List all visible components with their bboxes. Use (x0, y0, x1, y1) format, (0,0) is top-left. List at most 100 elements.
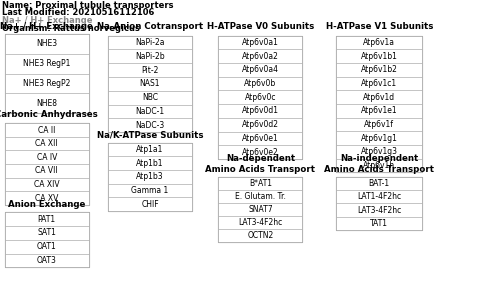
FancyBboxPatch shape (108, 105, 192, 119)
Text: H-ATPase V0 Subunits: H-ATPase V0 Subunits (207, 22, 314, 31)
FancyBboxPatch shape (218, 77, 302, 90)
FancyBboxPatch shape (218, 203, 302, 216)
FancyBboxPatch shape (5, 240, 89, 254)
Text: NaPi-2a: NaPi-2a (135, 38, 165, 47)
Text: LAT3-4F2hc: LAT3-4F2hc (357, 206, 401, 215)
FancyBboxPatch shape (218, 216, 302, 229)
Text: NHE3 RegP1: NHE3 RegP1 (23, 59, 71, 68)
FancyBboxPatch shape (336, 131, 422, 145)
FancyBboxPatch shape (336, 217, 422, 230)
Text: LAT3-4F2hc: LAT3-4F2hc (238, 218, 283, 227)
Text: Na+ / H+ Exchange: Na+ / H+ Exchange (0, 22, 93, 31)
Text: Atp6v1g3: Atp6v1g3 (360, 147, 398, 156)
Text: NaPi-2b: NaPi-2b (135, 52, 165, 61)
Text: Na+ / H+ Exchange: Na+ / H+ Exchange (2, 16, 93, 25)
Text: NaDC-3: NaDC-3 (135, 121, 165, 130)
Text: CA VII: CA VII (36, 166, 58, 176)
Text: Name: Proximal tubule transporters: Name: Proximal tubule transporters (2, 1, 174, 10)
Text: Anion Exchange: Anion Exchange (8, 200, 85, 209)
FancyBboxPatch shape (218, 145, 302, 159)
FancyBboxPatch shape (108, 170, 192, 184)
FancyBboxPatch shape (336, 190, 422, 203)
FancyBboxPatch shape (108, 184, 192, 197)
Text: Atp6v0e2: Atp6v0e2 (242, 148, 279, 157)
FancyBboxPatch shape (218, 229, 302, 242)
Text: Atp6v1d: Atp6v1d (363, 93, 395, 102)
Text: Atp1a1: Atp1a1 (136, 145, 164, 154)
Text: BAT-1: BAT-1 (369, 179, 390, 188)
Text: Atp6v1b1: Atp6v1b1 (361, 52, 397, 61)
Text: OCTN2: OCTN2 (247, 231, 274, 240)
Text: Na-independent
Amino Acids Transport: Na-independent Amino Acids Transport (324, 154, 434, 174)
Text: Atp6v0d2: Atp6v0d2 (242, 120, 279, 129)
Text: Atp6v1a: Atp6v1a (363, 38, 395, 47)
FancyBboxPatch shape (108, 91, 192, 105)
Text: NHE3 RegP2: NHE3 RegP2 (23, 79, 71, 88)
Text: Atp6v0a2: Atp6v0a2 (242, 52, 279, 61)
FancyBboxPatch shape (336, 36, 422, 49)
FancyBboxPatch shape (218, 190, 302, 203)
Text: Atp1b3: Atp1b3 (136, 172, 164, 181)
Text: E. Glutam. Tr.: E. Glutam. Tr. (235, 192, 286, 201)
FancyBboxPatch shape (108, 49, 192, 63)
Text: Atp6v1h: Atp6v1h (363, 161, 395, 170)
FancyBboxPatch shape (218, 90, 302, 104)
Text: NHE3: NHE3 (36, 40, 58, 48)
FancyBboxPatch shape (218, 177, 302, 190)
FancyBboxPatch shape (218, 63, 302, 77)
FancyBboxPatch shape (5, 54, 89, 74)
FancyBboxPatch shape (5, 74, 89, 93)
FancyBboxPatch shape (336, 49, 422, 63)
FancyBboxPatch shape (108, 36, 192, 49)
Text: Atp6v0b: Atp6v0b (244, 79, 276, 88)
Text: CA IV: CA IV (36, 153, 57, 162)
FancyBboxPatch shape (108, 197, 192, 211)
Text: CA II: CA II (38, 126, 56, 135)
Text: B*AT1: B*AT1 (249, 179, 272, 188)
Text: Atp6v0a4: Atp6v0a4 (242, 65, 279, 74)
FancyBboxPatch shape (336, 63, 422, 77)
Text: Last Modified: 20210516112106: Last Modified: 20210516112106 (2, 8, 155, 17)
Text: Na-dependent
Amino Acids Transport: Na-dependent Amino Acids Transport (205, 154, 315, 174)
FancyBboxPatch shape (108, 119, 192, 132)
FancyBboxPatch shape (336, 77, 422, 90)
Text: CA XV: CA XV (35, 194, 59, 203)
FancyBboxPatch shape (108, 77, 192, 91)
Text: Organism: Rattus norvegicus: Organism: Rattus norvegicus (2, 24, 140, 33)
Text: Atp6v0a1: Atp6v0a1 (242, 38, 279, 47)
FancyBboxPatch shape (336, 159, 422, 172)
Text: SNAT7: SNAT7 (248, 205, 273, 214)
FancyBboxPatch shape (336, 177, 422, 190)
FancyBboxPatch shape (336, 118, 422, 131)
FancyBboxPatch shape (218, 118, 302, 132)
FancyBboxPatch shape (5, 151, 89, 164)
Text: Atp6v1f: Atp6v1f (364, 120, 394, 129)
Text: Na-Anion Cotransport: Na-Anion Cotransport (97, 22, 203, 31)
Text: Pit-2: Pit-2 (141, 66, 159, 75)
FancyBboxPatch shape (5, 254, 89, 267)
FancyBboxPatch shape (336, 90, 422, 104)
FancyBboxPatch shape (5, 137, 89, 151)
Text: Atp6v0c: Atp6v0c (245, 93, 276, 102)
Text: Carbonic Anhydrases: Carbonic Anhydrases (0, 110, 98, 119)
FancyBboxPatch shape (5, 164, 89, 178)
FancyBboxPatch shape (336, 145, 422, 159)
Text: Atp6v0d1: Atp6v0d1 (242, 106, 279, 116)
FancyBboxPatch shape (5, 178, 89, 191)
Text: H-ATPase V1 Subunits: H-ATPase V1 Subunits (325, 22, 433, 31)
FancyBboxPatch shape (336, 203, 422, 217)
Text: Atp6v1c1: Atp6v1c1 (361, 79, 397, 88)
FancyBboxPatch shape (5, 93, 89, 113)
FancyBboxPatch shape (5, 212, 89, 226)
FancyBboxPatch shape (218, 132, 302, 145)
Text: TAT1: TAT1 (370, 219, 388, 228)
Text: CHIF: CHIF (141, 200, 159, 208)
Text: Atp6v1g1: Atp6v1g1 (361, 134, 397, 143)
Text: Gamma 1: Gamma 1 (132, 186, 168, 195)
FancyBboxPatch shape (108, 143, 192, 156)
FancyBboxPatch shape (108, 63, 192, 77)
Text: Atp6v1e1: Atp6v1e1 (361, 106, 397, 115)
Text: OAT1: OAT1 (37, 242, 57, 251)
Text: Atp6v1b2: Atp6v1b2 (361, 65, 397, 74)
FancyBboxPatch shape (218, 49, 302, 63)
